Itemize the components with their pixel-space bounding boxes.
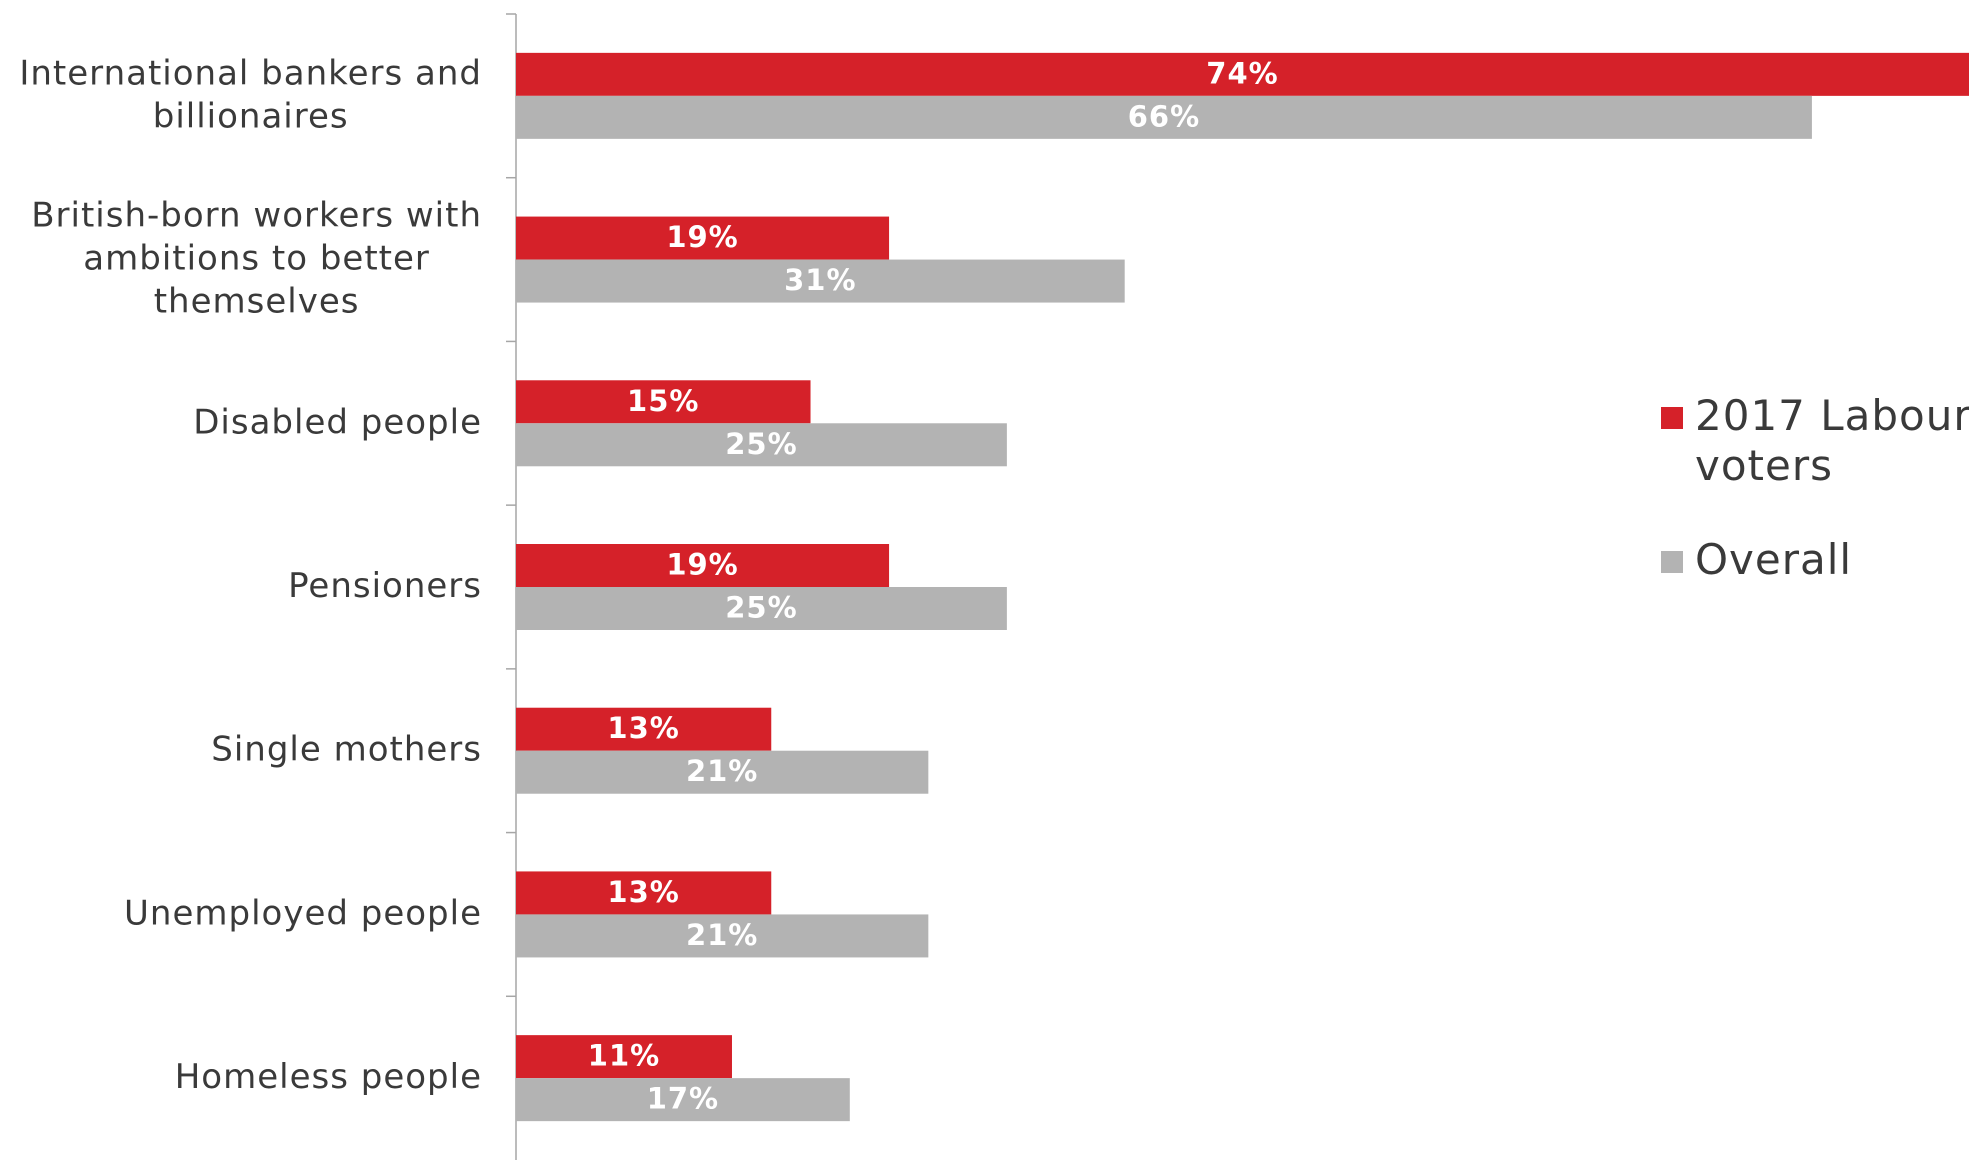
data-label-overall: 66% <box>1128 99 1200 133</box>
chart-bars: 74%66%19%31%15%25%19%25%13%21%13%21%11%1… <box>516 52 1969 1122</box>
chart-category-labels: International bankers and billionaires Bri… <box>19 53 482 1097</box>
category-label: Homeless people <box>175 1057 482 1097</box>
chart-legend: 2017 Labour voters Overall <box>1661 391 1969 584</box>
legend-label-labour-voters: 2017 Labour voters <box>1695 391 1969 490</box>
data-label-labour-voters: 13% <box>607 711 679 745</box>
bar-labour-voters <box>516 707 772 751</box>
bar-labour-voters <box>516 1035 732 1079</box>
category-label: British-born workers with ambitions to be… <box>31 195 482 321</box>
data-label-labour-voters: 15% <box>627 384 699 418</box>
data-label-overall: 25% <box>725 591 797 625</box>
data-label-labour-voters: 13% <box>607 875 679 909</box>
data-label-labour-voters: 19% <box>666 548 738 582</box>
bar-overall <box>516 1078 850 1122</box>
data-label-labour-voters: 11% <box>588 1039 660 1073</box>
data-label-labour-voters: 19% <box>666 220 738 254</box>
legend-swatch-overall <box>1661 551 1683 573</box>
data-label-overall: 21% <box>686 754 758 788</box>
legend-label-overall: Overall <box>1695 535 1852 584</box>
category-label: Unemployed people <box>124 893 482 933</box>
legend-swatch-labour-voters <box>1661 407 1683 429</box>
bar-labour-voters <box>516 52 1969 96</box>
bar-overall <box>516 587 1007 630</box>
data-label-overall: 21% <box>686 918 758 952</box>
category-label: International bankers and billionaires <box>19 53 482 136</box>
category-label: Single mothers <box>211 729 482 769</box>
bar-labour-voters <box>516 216 890 260</box>
data-label-overall: 25% <box>725 427 797 461</box>
bar-overall <box>516 259 1125 303</box>
data-label-overall: 31% <box>784 263 856 297</box>
bar-overall <box>516 914 929 958</box>
data-label-labour-voters: 74% <box>1206 56 1278 90</box>
chart-axis <box>506 13 517 1160</box>
bar-labour-voters <box>516 871 772 915</box>
category-label: Disabled people <box>193 402 482 442</box>
category-label: Pensioners <box>288 566 482 606</box>
bar-labour-voters <box>516 544 890 587</box>
bar-overall <box>516 95 1812 139</box>
bar-overall <box>516 750 929 794</box>
bar-overall <box>516 423 1007 467</box>
bar-labour-voters <box>516 380 811 424</box>
data-label-overall: 17% <box>647 1082 719 1116</box>
